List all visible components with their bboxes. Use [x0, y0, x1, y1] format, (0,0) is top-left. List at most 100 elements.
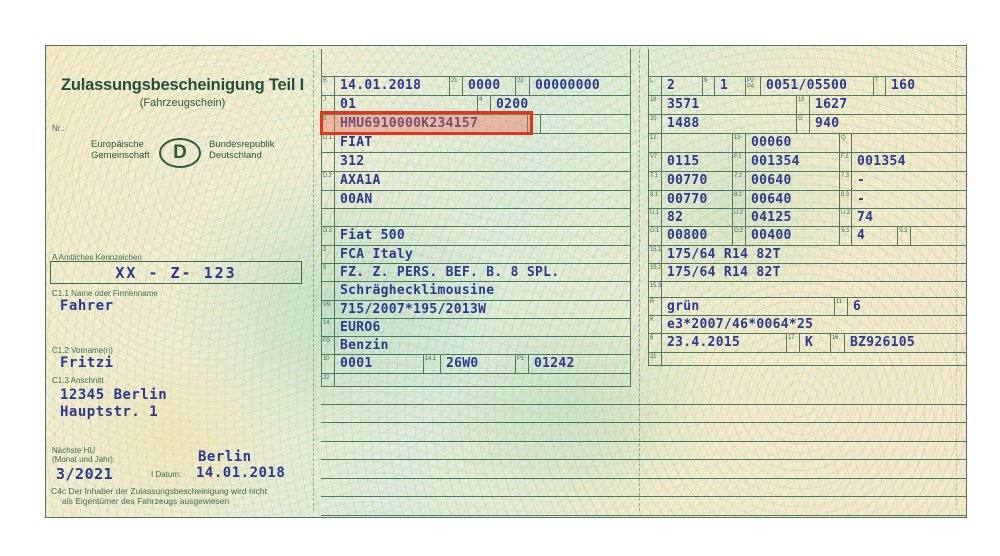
field-value: 160 [891, 78, 916, 93]
field-value: 0000 [468, 78, 501, 93]
field-value [662, 353, 966, 365]
hu-date-value: 3/2021 [56, 465, 114, 483]
field-label: 7.2 [732, 172, 746, 190]
blank-line [321, 442, 966, 460]
field-row: 20 1488 G 940 [649, 115, 966, 134]
field-label: J [322, 96, 335, 114]
field-value: 0115 [667, 154, 700, 169]
blank-line [321, 479, 966, 497]
field-label: 21 [649, 353, 662, 365]
blank-line [321, 460, 966, 479]
eu-community-label: Europäische Gemeinschaft [91, 139, 150, 161]
field-label: O.1 [649, 227, 662, 245]
field-value: FIAT [340, 135, 373, 150]
field-label: T [873, 77, 886, 95]
field-value: 00770 [667, 173, 708, 188]
field-value: 01 [340, 97, 357, 112]
field-label: O.2 [732, 227, 746, 245]
hu-label-line1: Nächste HU [52, 446, 96, 455]
field-row: 18 3571 19 1627 [649, 96, 966, 115]
field-row: 21 [649, 353, 966, 366]
field-row [322, 209, 630, 227]
field-row: 22 [322, 374, 630, 387]
column-border-stub [321, 49, 322, 76]
field-label: 15.2 [649, 264, 662, 281]
field-label: 10 [322, 355, 335, 373]
field-value: 82 [667, 210, 684, 225]
field-label: 19 [796, 96, 810, 114]
field-value: 00770 [667, 192, 708, 207]
field-row: 14 EURO6 [322, 319, 630, 337]
field-label: 12 [649, 134, 662, 152]
field-row: B 14.01.2018 21 0000 22 00000000 [322, 77, 630, 96]
field-label: 22 [515, 77, 530, 95]
field-value: 6 [853, 299, 862, 314]
field-label: 6 [649, 334, 662, 352]
issue-date-label: I Datum: [151, 470, 182, 479]
plate-field-label: A Amtliches Kennzeichen [52, 253, 142, 262]
field-label: Q [839, 134, 852, 152]
field-label: 13 [732, 134, 746, 152]
field-row: D.3 Fiat 500 [322, 227, 630, 246]
field-label: S.2 [897, 227, 911, 245]
field-value: 00640 [751, 192, 792, 207]
field-label: F.2 [839, 153, 852, 171]
federal-republic-label: Bundesrepublik Deutschland [209, 139, 275, 161]
field-value: 00800 [667, 228, 708, 243]
field-row: P3 Benzin [322, 337, 630, 355]
field-label [322, 282, 335, 300]
field-row: 5 FZ. Z. PERS. BEF. B. 8 SPL. [322, 264, 630, 282]
perforation-line-right [956, 50, 957, 511]
field-value: AXA1A [340, 173, 381, 188]
field-value: BZ926105 [850, 335, 916, 350]
field-value: 175/64 R14 82T [667, 247, 781, 262]
field-label: P2 P4 [745, 77, 761, 95]
field-row: 00AN [322, 191, 630, 209]
field-value: 0200 [496, 97, 529, 112]
document-title: Zulassungsbescheinigung Teil I [60, 76, 305, 94]
field-value: 74 [857, 210, 874, 225]
field-value [911, 227, 966, 245]
field-value: 1627 [815, 97, 848, 112]
field-value: 0001 [340, 356, 373, 371]
field-value: 00640 [751, 173, 792, 188]
field-value: 3571 [667, 97, 700, 112]
field-value: Schräghecklimousine [340, 283, 495, 298]
field-value: e3*2007/46*0064*25 [667, 317, 814, 332]
field-value: HMU6910000K234157 [340, 116, 479, 131]
field-label: V7 [649, 153, 662, 171]
field-value: 0051/05500 [766, 78, 848, 93]
field-label: 17 [786, 334, 800, 352]
field-value [662, 282, 966, 297]
field-value [662, 134, 732, 152]
issue-city-value: Berlin [198, 449, 252, 465]
field-label: L [649, 77, 662, 95]
blank-line [321, 386, 966, 405]
field-value: 1 [720, 78, 729, 93]
owner-name-value: Fahrer [60, 298, 114, 314]
field-row: 15.1 175/64 R14 82T [649, 246, 966, 264]
field-value: Benzin [340, 338, 389, 353]
column-border-stub [648, 49, 649, 76]
field-label: 8.3 [839, 191, 852, 208]
field-label: B [322, 77, 335, 95]
field-label: 21 [449, 77, 463, 95]
field-label: 11 [834, 298, 848, 315]
hu-label-line2: (Monat und Jahr): [52, 455, 116, 464]
field-label: D.2 [322, 172, 335, 190]
field-label: F.1 [732, 153, 746, 171]
field-label: 7.1 [649, 172, 662, 190]
field-row: L 2 9 1 P2 P4 0051/05500 T 160 [649, 77, 966, 96]
field-label: U.2 [732, 209, 746, 226]
country-oval-d: D [159, 138, 201, 168]
field-label: 2 [322, 246, 335, 263]
blank-ruled-area [321, 386, 966, 516]
field-label: U.3 [839, 209, 852, 226]
field-value: FCA Italy [340, 247, 414, 262]
field-row: 12 13 00060 Q [649, 134, 966, 153]
field-value: 001354 [751, 154, 800, 169]
document-subtitle: (Fahrzeugschein) [139, 97, 226, 109]
first-name-value: Fritzi [60, 355, 114, 371]
